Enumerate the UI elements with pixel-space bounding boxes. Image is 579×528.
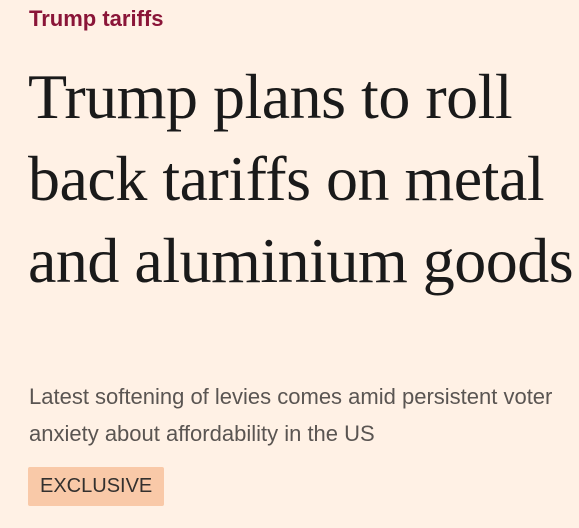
exclusive-tag: EXCLUSIVE — [28, 467, 165, 506]
topic-link[interactable]: Trump tariffs — [29, 6, 164, 31]
headline: Trump plans to roll back tariffs on meta… — [28, 61, 574, 296]
standfirst: Latest softening of levies comes amid pe… — [29, 384, 553, 446]
